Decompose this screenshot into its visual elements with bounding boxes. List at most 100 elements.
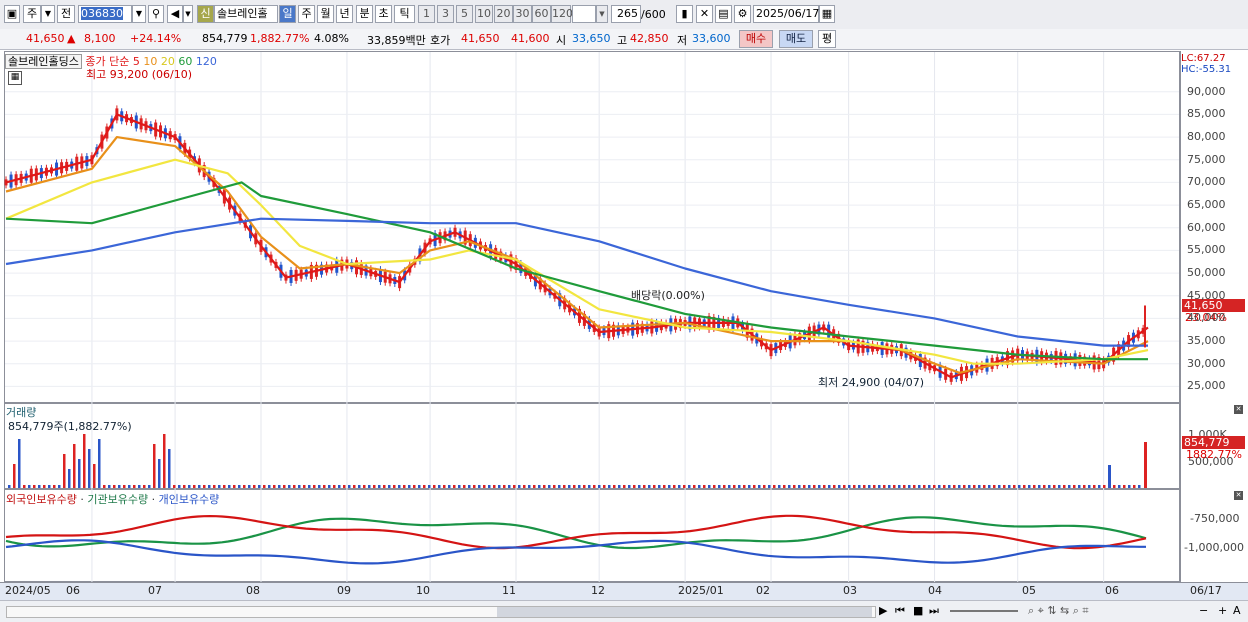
volume-pane[interactable]	[4, 403, 1180, 489]
code-dropdown-icon[interactable]: ▼	[132, 5, 146, 23]
volume-title: 거래량	[6, 406, 37, 419]
interval-120[interactable]: 120	[551, 5, 573, 23]
rewind-icon[interactable]: ⏮	[895, 604, 905, 617]
tab-month[interactable]: 월	[317, 5, 334, 23]
interval-dropdown-icon[interactable]: ▼	[596, 5, 608, 23]
volume-bar	[113, 485, 116, 488]
volume-bar	[298, 485, 301, 488]
volume-bar	[1023, 485, 1026, 488]
volume-bar	[1098, 485, 1101, 488]
layout-icon[interactable]: ▣	[4, 5, 20, 23]
volume-bar	[1073, 485, 1076, 488]
volume-bar	[308, 485, 311, 488]
interval-5[interactable]: 5	[456, 5, 473, 23]
chevron-down-icon[interactable]: ▼	[41, 5, 55, 23]
zoom-out-icon[interactable]: −	[1199, 604, 1209, 617]
volume-bar	[663, 485, 666, 488]
volume-bar	[228, 485, 231, 488]
volume-bar	[1093, 485, 1096, 488]
interval-1[interactable]: 1	[418, 5, 435, 23]
interval-60[interactable]: 60	[532, 5, 551, 23]
volume-bar	[1048, 485, 1051, 488]
volume-bar	[18, 439, 21, 488]
volume-bar	[1018, 485, 1021, 488]
volume-bar	[43, 485, 46, 488]
speaker-dropdown-icon[interactable]: ▼	[183, 5, 193, 23]
tab-year[interactable]: 년	[336, 5, 353, 23]
holder-close-icon[interactable]: ✕	[1234, 491, 1243, 500]
tab-tick[interactable]: 틱	[394, 5, 415, 23]
volume-bar	[828, 485, 831, 488]
volume-bar	[938, 485, 941, 488]
volume-bar	[283, 485, 286, 488]
volume-bar	[458, 485, 461, 488]
x-label: 10	[416, 584, 430, 597]
volume-bar	[578, 485, 581, 488]
stock-code-input[interactable]: 036830	[78, 5, 132, 23]
date-input[interactable]: 2025/06/17	[753, 5, 819, 23]
ma-5-line	[5, 113, 1149, 379]
grid-toggle-icon[interactable]: ▦	[8, 71, 22, 85]
interval-30[interactable]: 30	[513, 5, 532, 23]
volume-bar	[328, 485, 331, 488]
volume-bar	[563, 485, 566, 488]
volume-bar	[553, 485, 556, 488]
save-icon[interactable]: ▤	[715, 5, 732, 23]
buy-button[interactable]: 매수	[739, 30, 773, 48]
eval-button[interactable]: 평	[818, 30, 836, 48]
interval-10[interactable]: 10	[475, 5, 493, 23]
tab-second[interactable]: 초	[375, 5, 392, 23]
stop-icon[interactable]: ■	[913, 604, 924, 617]
sell-button[interactable]: 매도	[779, 30, 813, 48]
count-input[interactable]: 265	[611, 5, 641, 23]
price-pane[interactable]	[4, 51, 1180, 403]
x-label: 07	[148, 584, 162, 597]
volume-bar	[683, 485, 686, 488]
interval-custom-input[interactable]	[572, 5, 596, 23]
candle-icon[interactable]: ▮	[676, 5, 693, 23]
gear-icon[interactable]: ⚙	[734, 5, 751, 23]
tab-day[interactable]: 일	[279, 5, 296, 23]
dividend-annotation: 배당락(0.00%)	[631, 289, 705, 302]
volume-bar	[383, 485, 386, 488]
volume-current-tag: 854,779	[1182, 436, 1245, 449]
tab-week[interactable]: 주	[298, 5, 315, 23]
ask-price: 41,650	[461, 32, 500, 45]
prev-button[interactable]: 전	[57, 5, 75, 23]
scrollbar-thumb[interactable]	[497, 607, 872, 617]
search-icon[interactable]: ⚲	[148, 5, 164, 23]
interval-20[interactable]: 20	[494, 5, 513, 23]
calendar-icon[interactable]: ▦	[819, 5, 835, 23]
volume-bar	[773, 485, 776, 488]
volume-bar	[63, 454, 66, 488]
horizontal-scrollbar[interactable]	[6, 606, 876, 618]
volume-close-icon[interactable]: ✕	[1234, 405, 1243, 414]
tab-minute[interactable]: 분	[356, 5, 373, 23]
volume-bar	[498, 485, 501, 488]
market-select[interactable]: 주	[23, 5, 41, 23]
text-size-icon[interactable]: A	[1233, 604, 1241, 617]
speaker-icon[interactable]: ◀	[167, 5, 183, 23]
zoom-in-icon[interactable]: +	[1218, 604, 1228, 617]
stock-name-tag[interactable]: 솔브레인홀딩스	[5, 54, 82, 69]
high-annotation: 최고 93,200 (06/10)	[86, 68, 193, 81]
tool-icons[interactable]: ⌕ ⌖ ⇅ ⇆ ⌕ ⌗	[1028, 604, 1089, 617]
scroll-right-icon[interactable]: ▶	[879, 604, 888, 617]
price-axis-tick: 25,000	[1187, 379, 1226, 393]
volume-bar	[268, 485, 271, 488]
low-label: 저	[677, 34, 688, 47]
interval-3[interactable]: 3	[437, 5, 454, 23]
volume-bar	[263, 485, 266, 488]
volume-bar	[943, 485, 946, 488]
zoom-slider[interactable]	[950, 610, 1018, 612]
crosshair-icon[interactable]: ✕	[696, 5, 713, 23]
hc-label: HC:-55.31	[1181, 64, 1232, 75]
volume-bar	[33, 485, 36, 488]
stock-name-field[interactable]: 솔브레인홀	[214, 5, 278, 23]
volume-bar	[418, 485, 421, 488]
volume-bar	[693, 485, 696, 488]
trade-amount: 33,859백만	[367, 34, 426, 47]
new-badge[interactable]: 신	[197, 5, 214, 23]
volume-bar	[248, 485, 251, 488]
forward-icon[interactable]: ⏭	[929, 604, 939, 617]
